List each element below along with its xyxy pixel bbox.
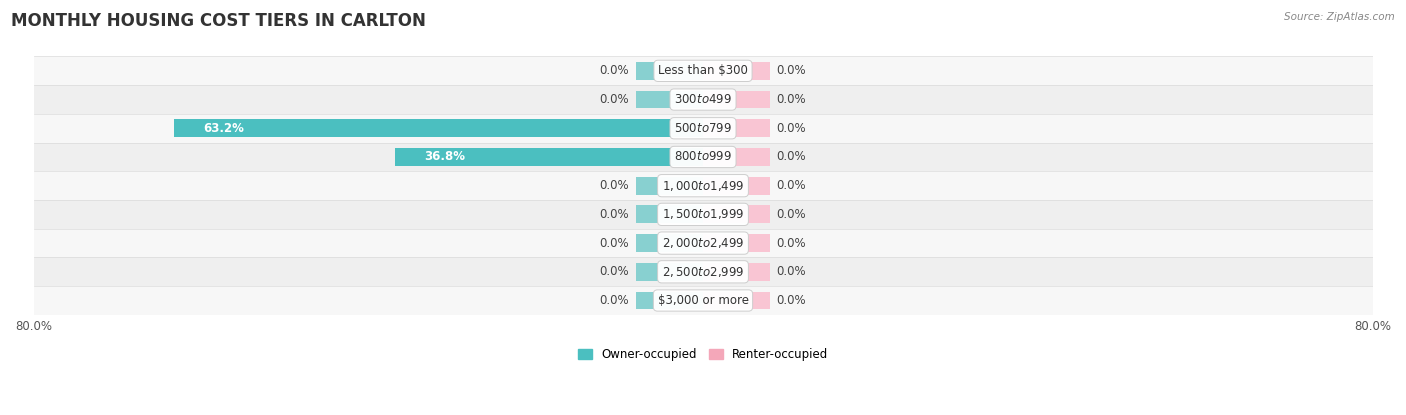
Bar (34, 286, 1372, 315)
Text: Less than $300: Less than $300 (658, 64, 748, 77)
Bar (395, 148, 703, 166)
Bar (703, 263, 770, 281)
Bar (34, 257, 1372, 286)
Text: 0.0%: 0.0% (776, 93, 806, 106)
Text: 0.0%: 0.0% (600, 294, 630, 307)
Text: 0.0%: 0.0% (600, 237, 630, 249)
Legend: Owner-occupied, Renter-occupied: Owner-occupied, Renter-occupied (572, 343, 834, 366)
Bar (703, 148, 770, 166)
Bar (34, 56, 1372, 85)
Text: MONTHLY HOUSING COST TIERS IN CARLTON: MONTHLY HOUSING COST TIERS IN CARLTON (11, 12, 426, 30)
Bar (636, 205, 703, 223)
Text: 36.8%: 36.8% (425, 151, 465, 164)
Text: Source: ZipAtlas.com: Source: ZipAtlas.com (1284, 12, 1395, 22)
Bar (34, 171, 1372, 200)
Text: $500 to $799: $500 to $799 (673, 122, 733, 135)
Bar (703, 292, 770, 310)
Text: 0.0%: 0.0% (600, 93, 630, 106)
Text: 0.0%: 0.0% (776, 179, 806, 192)
Text: $3,000 or more: $3,000 or more (658, 294, 748, 307)
Text: 0.0%: 0.0% (776, 265, 806, 278)
Text: 0.0%: 0.0% (776, 151, 806, 164)
Bar (636, 177, 703, 195)
Bar (703, 177, 770, 195)
Bar (703, 120, 770, 137)
Text: 0.0%: 0.0% (776, 122, 806, 135)
Text: $800 to $999: $800 to $999 (673, 151, 733, 164)
Bar (703, 234, 770, 252)
Text: 0.0%: 0.0% (600, 265, 630, 278)
Text: $1,500 to $1,999: $1,500 to $1,999 (662, 208, 744, 221)
Bar (34, 229, 1372, 257)
Text: 0.0%: 0.0% (776, 208, 806, 221)
Text: $1,000 to $1,499: $1,000 to $1,499 (662, 179, 744, 193)
Text: 0.0%: 0.0% (776, 237, 806, 249)
Text: 0.0%: 0.0% (600, 64, 630, 77)
Text: $2,000 to $2,499: $2,000 to $2,499 (662, 236, 744, 250)
Bar (636, 90, 703, 108)
Bar (636, 263, 703, 281)
Bar (703, 205, 770, 223)
Bar (34, 200, 1372, 229)
Bar (34, 143, 1372, 171)
Bar (636, 62, 703, 80)
Text: $300 to $499: $300 to $499 (673, 93, 733, 106)
Text: 0.0%: 0.0% (776, 294, 806, 307)
Bar (34, 85, 1372, 114)
Text: 63.2%: 63.2% (204, 122, 245, 135)
Text: $2,500 to $2,999: $2,500 to $2,999 (662, 265, 744, 279)
Bar (34, 114, 1372, 143)
Text: 0.0%: 0.0% (600, 179, 630, 192)
Text: 0.0%: 0.0% (600, 208, 630, 221)
Bar (636, 292, 703, 310)
Bar (703, 62, 770, 80)
Bar (636, 234, 703, 252)
Bar (703, 90, 770, 108)
Bar (174, 120, 703, 137)
Text: 0.0%: 0.0% (776, 64, 806, 77)
